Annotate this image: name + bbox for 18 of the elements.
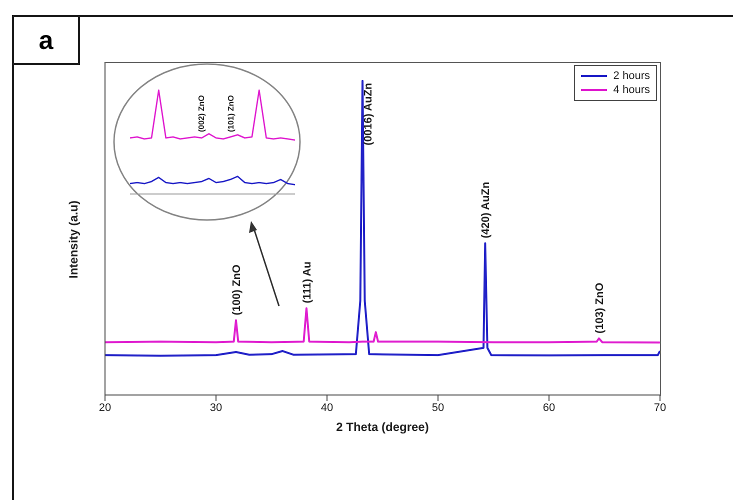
x-axis-title: 2 Theta (degree) bbox=[336, 420, 429, 434]
annotation: (100) ZnO bbox=[230, 264, 243, 316]
annotation: (111) Au bbox=[301, 262, 314, 304]
x-tick-label: 60 bbox=[542, 402, 556, 414]
y-axis-title: Intensity (a.u) bbox=[66, 200, 80, 278]
annotation: (0016) AuZn bbox=[362, 82, 375, 146]
annotation: (420) AuZn bbox=[480, 182, 492, 238]
annotation: (101) ZnO bbox=[226, 95, 236, 132]
annotation: (103) ZnO bbox=[594, 282, 606, 334]
annotation: (002) ZnO bbox=[196, 95, 206, 132]
legend-label: 4 hours bbox=[613, 83, 650, 97]
x-tick-label: 40 bbox=[320, 402, 334, 414]
text: a bbox=[38, 24, 54, 56]
x-tick-label: 20 bbox=[98, 402, 112, 414]
x-tick-label: 30 bbox=[210, 402, 222, 414]
x-tick-label: 50 bbox=[432, 402, 444, 414]
x-tick-label: 70 bbox=[654, 402, 666, 414]
legend-label: 2 hours bbox=[613, 69, 650, 83]
